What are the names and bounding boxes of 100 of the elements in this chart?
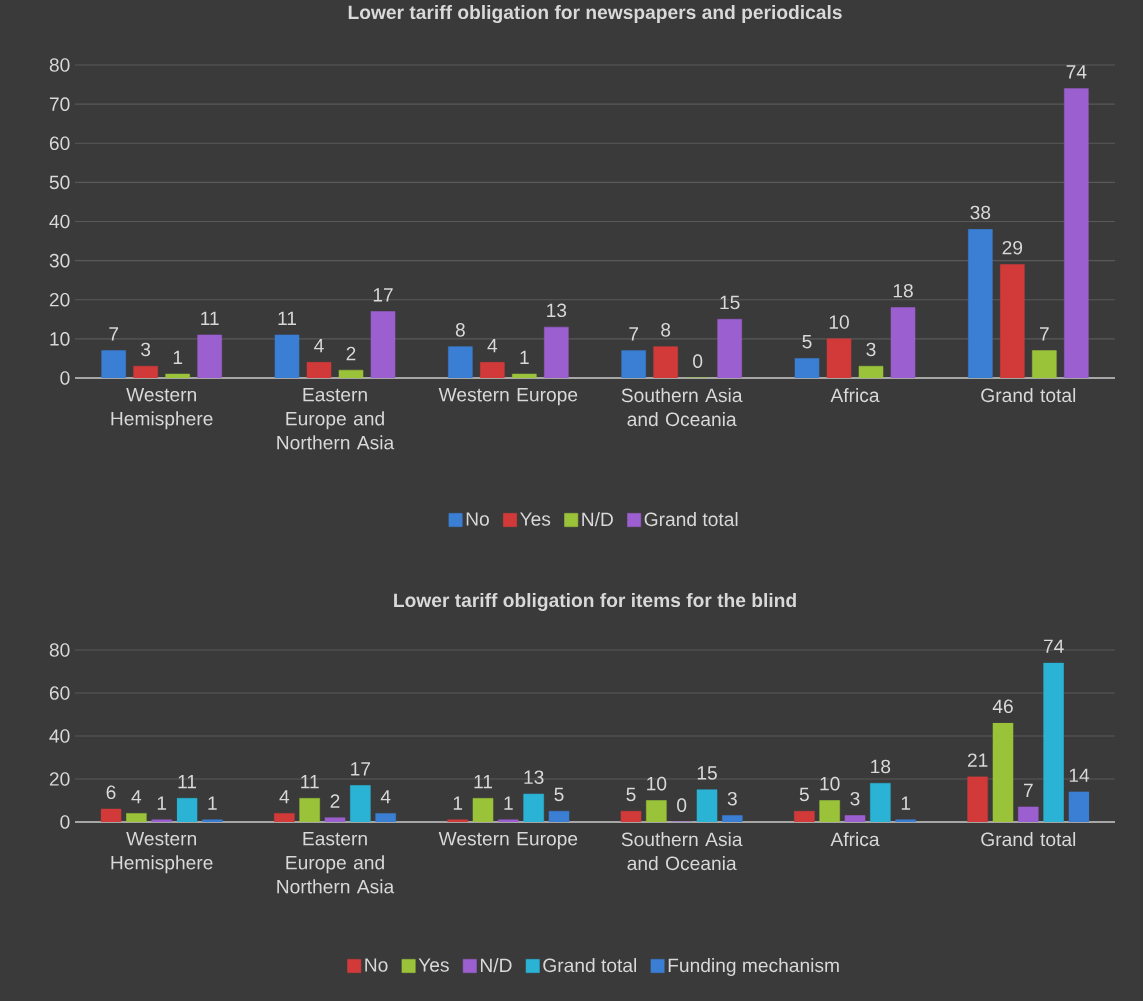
data-label: 17: [351, 762, 371, 776]
data-label: 0: [677, 798, 687, 812]
data-label: 46: [992, 699, 1013, 714]
x-tick-label: Western Hemisphere: [111, 388, 213, 430]
bar: [826, 338, 852, 378]
data-label: 13: [524, 770, 544, 785]
y-tick-label: 60: [49, 136, 70, 151]
bar: [480, 362, 505, 378]
bar: [176, 798, 198, 822]
x-tick-label: Africa: [830, 832, 880, 847]
bar: [448, 346, 473, 378]
y-tick-label: 40: [49, 214, 70, 229]
data-label: 3: [850, 791, 860, 806]
bar: [306, 362, 332, 378]
data-label: 5: [802, 334, 812, 349]
bar: [696, 789, 718, 822]
x-tick-label: Southern Asia and Oceania: [621, 388, 743, 427]
legend-label: No: [365, 958, 388, 972]
bar: [101, 350, 126, 378]
data-label: 74: [1066, 65, 1087, 79]
x-tick-label: Eastern Europe and Northern Asia: [277, 832, 395, 894]
data-label: 3: [141, 342, 151, 357]
bar: [858, 365, 884, 378]
chart-title: Lower tariff obligation for items for the blind: [394, 593, 796, 612]
data-label: 21: [967, 753, 988, 767]
data-label: 15: [697, 766, 717, 780]
x-tick-label: Africa: [830, 388, 880, 403]
legend-label: Yes: [520, 512, 551, 526]
y-tick-label: 0: [60, 815, 70, 829]
x-tick-label: Eastern Europe and Northern Asia: [277, 388, 395, 450]
y-tick-label: 30: [49, 253, 70, 268]
bar: [350, 785, 371, 822]
data-label: 8: [661, 323, 671, 337]
data-label: 14: [1069, 768, 1090, 782]
bar: [1043, 662, 1064, 822]
data-label: 1: [504, 796, 513, 810]
y-tick-label: 20: [49, 772, 70, 786]
data-label: 7: [1023, 783, 1033, 797]
data-label: 18: [871, 759, 891, 774]
data-label: 10: [829, 315, 849, 329]
data-label: 10: [820, 776, 840, 791]
bar: [512, 373, 537, 378]
data-label: 4: [314, 339, 324, 353]
data-label: 5: [626, 787, 636, 802]
bar: [133, 365, 158, 378]
bar: [968, 229, 993, 378]
data-label: 1: [520, 350, 529, 365]
y-tick-label: 10: [50, 332, 70, 346]
data-label: 1: [208, 796, 217, 810]
y-tick-label: 20: [49, 292, 70, 307]
data-label: 13: [547, 303, 567, 318]
data-label: 29: [1002, 240, 1023, 255]
x-tick-label: Grand total: [981, 388, 1076, 403]
data-label: 0: [693, 354, 703, 368]
data-label: 18: [893, 283, 913, 298]
x-tick-label: Western Hemisphere: [111, 832, 213, 874]
y-tick-label: 40: [49, 729, 70, 743]
bar: [338, 369, 364, 378]
legend-label: N/D: [582, 512, 613, 527]
bar: [621, 350, 646, 378]
y-tick-label: 50: [49, 175, 70, 190]
bar: [274, 334, 300, 378]
y-tick-label: 0: [60, 371, 70, 385]
x-tick-label: Grand total: [981, 832, 1076, 847]
data-label: 7: [109, 327, 119, 341]
legend-label: Grand total: [644, 512, 738, 527]
data-label: 1: [157, 796, 167, 810]
data-label: 4: [487, 339, 498, 353]
data-label: 6: [106, 785, 116, 800]
bar: [523, 793, 544, 822]
data-label: 10: [647, 776, 667, 791]
y-tick-label: 80: [49, 58, 70, 72]
bar: [1032, 350, 1057, 378]
data-label: 4: [380, 790, 391, 804]
data-label: 4: [279, 790, 290, 804]
data-label: 5: [554, 787, 564, 802]
data-label: 11: [301, 775, 319, 789]
data-label: 1: [453, 796, 463, 810]
bar: [165, 373, 190, 378]
data-label: 4: [131, 790, 142, 804]
legend-label: N/D: [480, 958, 512, 973]
x-tick-label: Western Europe: [438, 832, 578, 850]
chart-title: Lower tariff obligation for newspapers and periodicals: [348, 5, 842, 24]
legend-label: Grand total: [543, 958, 637, 973]
data-label: 8: [455, 323, 465, 337]
data-label: 7: [1039, 327, 1049, 341]
y-tick-label: 60: [49, 686, 70, 700]
legend-label: No: [466, 512, 489, 526]
y-tick-label: 70: [49, 97, 70, 111]
data-label: 74: [1043, 639, 1064, 653]
data-label: 11: [201, 311, 219, 325]
legend-label: Yes: [418, 958, 449, 972]
bar: [794, 358, 820, 378]
data-label: 15: [720, 295, 740, 310]
data-label: 2: [330, 794, 340, 808]
data-label: 11: [178, 775, 197, 789]
data-label: 11: [278, 311, 297, 325]
legend-label: Funding mechanism: [668, 958, 839, 976]
data-label: 3: [727, 791, 737, 806]
data-label: 11: [474, 775, 493, 789]
